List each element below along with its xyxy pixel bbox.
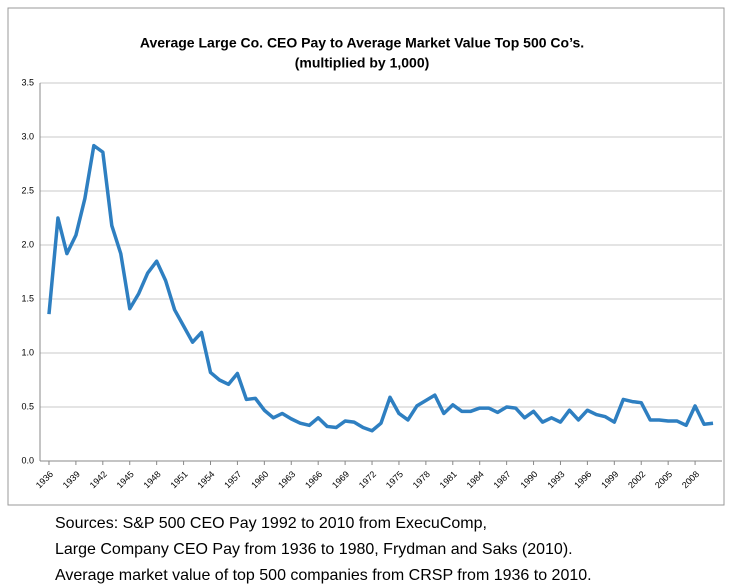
y-tick-label: 0.5	[21, 401, 34, 411]
chart-title: Average Large Co. CEO Pay to Average Mar…	[140, 35, 584, 51]
y-tick-label: 2.0	[21, 239, 34, 249]
y-tick-label: 1.5	[21, 293, 34, 303]
y-tick-label: 1.0	[21, 347, 34, 357]
data-line	[47, 143, 714, 433]
source-note: Large Company CEO Pay from 1936 to 1980,…	[55, 541, 573, 558]
y-tick-label: 2.5	[21, 185, 34, 195]
chart-frame	[7, 7, 725, 506]
source-note: Average market value of top 500 companie…	[55, 567, 592, 584]
y-tick-label: 0.0	[21, 455, 34, 465]
y-tick-label: 3.5	[21, 77, 34, 87]
chart-subtitle: (multiplied by 1,000)	[295, 55, 430, 71]
source-note: Sources: S&P 500 CEO Pay 1992 to 2010 fr…	[55, 515, 487, 532]
y-tick-label: 3.0	[21, 131, 34, 141]
